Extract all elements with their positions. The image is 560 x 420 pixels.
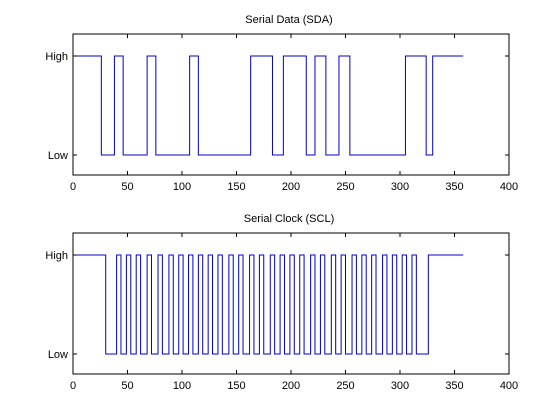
- sda-ytick-label: High: [45, 51, 68, 63]
- sda-signal-group: [73, 55, 464, 156]
- scl-signal-group: [73, 254, 464, 355]
- scl-xtick-label: 350: [445, 380, 463, 392]
- sda-title: Serial Data (SDA): [245, 14, 332, 26]
- scl-xtick-label: 100: [173, 380, 191, 392]
- scl-xtick-label: 200: [282, 380, 300, 392]
- scl-axes-frame: [72, 232, 510, 375]
- sda-signal-line: [73, 55, 464, 156]
- sda-ytick-label: Low: [48, 150, 68, 162]
- sda-xtick-label: 300: [391, 181, 409, 193]
- sda-xtick-label: 350: [445, 181, 463, 193]
- sda-xtick-label: 100: [173, 181, 191, 193]
- sda-xtick-label: 250: [336, 181, 354, 193]
- sda-plot: Serial Data (SDA) 0 50 100 150 200 250 300 350 4…: [45, 14, 518, 193]
- scl-plot: Serial Clock (SCL) 0 50 100 150 200 250 300 350…: [45, 213, 518, 392]
- sda-xtick-label: 150: [227, 181, 245, 193]
- sda-xtick-label: 0: [70, 181, 76, 193]
- sda-ticks-group: 0 50 100 150 200 250 300 350 400 Low High: [45, 34, 518, 193]
- sda-xtick-label: 200: [282, 181, 300, 193]
- sda-axes-frame: [72, 33, 510, 176]
- scl-ytick-label: High: [45, 250, 68, 262]
- scl-signal-line: [73, 254, 464, 355]
- sda-xtick-label: 400: [500, 181, 518, 193]
- sda-xtick-label: 50: [121, 181, 133, 193]
- scl-xtick-label: 250: [336, 380, 354, 392]
- scl-xtick-label: 400: [500, 380, 518, 392]
- scl-xtick-label: 0: [70, 380, 76, 392]
- scl-xtick-label: 300: [391, 380, 409, 392]
- scl-title: Serial Clock (SCL): [244, 213, 334, 225]
- scl-ticks-group: 0 50 100 150 200 250 300 350 400 Low High: [45, 233, 518, 392]
- scl-ytick-label: Low: [48, 349, 68, 361]
- scl-xtick-label: 150: [227, 380, 245, 392]
- scl-xtick-label: 50: [121, 380, 133, 392]
